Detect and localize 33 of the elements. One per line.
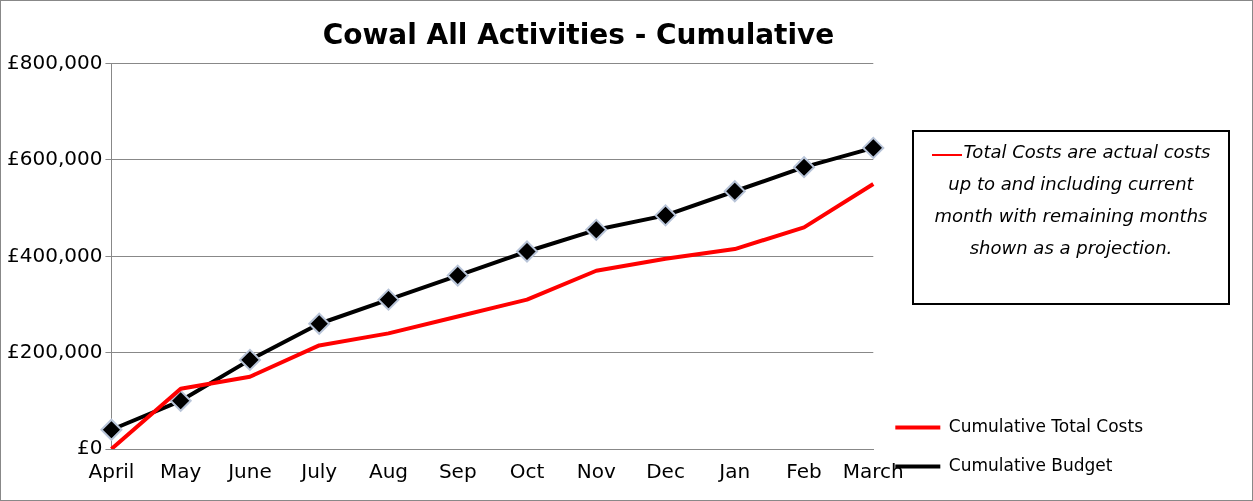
- x-tick-label: May: [160, 459, 202, 484]
- point: [862, 136, 885, 159]
- point: [585, 218, 608, 241]
- point: [516, 240, 538, 263]
- point: [100, 418, 123, 441]
- y-tick-label: £600,000: [6, 146, 103, 171]
- chart-title: Cowal All Activities - Cumulative: [322, 18, 835, 52]
- x-tick-label: Nov: [576, 459, 616, 484]
- text: Total Costs are actual costs up to and including current month with remaining months shown as a projection.: [912, 130, 1230, 305]
- legend-label: Cumulative Total Costs: [948, 415, 1144, 436]
- x-tick-label: April: [88, 459, 135, 484]
- point: [238, 348, 261, 371]
- point: [654, 204, 677, 227]
- x-tick-label: Oct: [509, 459, 545, 484]
- x-tick-label: March: [842, 459, 904, 484]
- y-tick-label: £400,000: [6, 242, 103, 267]
- point: [446, 264, 469, 287]
- x-tick-label: Jan: [717, 459, 751, 484]
- point: [793, 156, 816, 179]
- x-tick-label: July: [299, 459, 338, 484]
- point: [169, 389, 192, 412]
- x-tick-label: Feb: [786, 459, 822, 484]
- y-tick-label: £0: [76, 435, 103, 460]
- point: [308, 312, 331, 335]
- x-tick-label: June: [226, 459, 272, 484]
- x-tick-label: Dec: [646, 459, 685, 484]
- y-tick-label: £800,000: [6, 49, 103, 74]
- y-tick-label: £200,000: [6, 338, 103, 363]
- legend-label: Cumulative Budget: [948, 454, 1113, 475]
- point: [377, 288, 400, 311]
- x-tick-label: Aug: [368, 459, 409, 484]
- point: [723, 180, 746, 203]
- x-tick-label: Sep: [438, 459, 477, 484]
